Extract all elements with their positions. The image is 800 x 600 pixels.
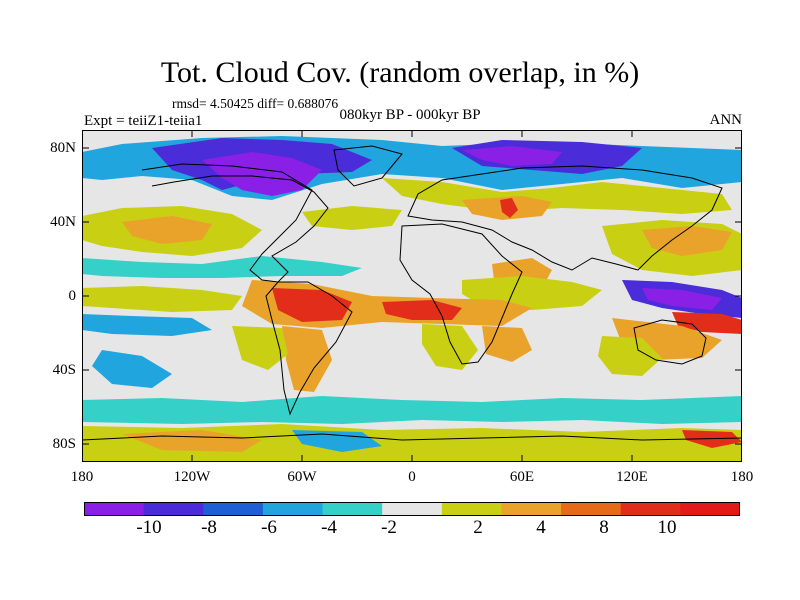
colorbar-swatch (680, 502, 740, 516)
colorbar-label: 10 (657, 517, 677, 538)
x-tick-label: 60E (509, 469, 535, 485)
colorbar-label: 8 (599, 517, 609, 538)
colorbar-label: -8 (201, 517, 217, 538)
anomaly-spacific-red (672, 312, 742, 334)
colorbar-label: 4 (536, 517, 546, 538)
colorbar-swatch (203, 502, 264, 516)
y-tick-label: 80S (52, 436, 76, 452)
anomaly-tropical-cyan-band (82, 256, 362, 278)
anomaly-wpacific-orange (642, 226, 732, 256)
anomaly-caspian-red (500, 198, 518, 218)
coastline-australia (633, 319, 707, 365)
anomaly-antarctic-blue (292, 430, 382, 452)
x-tick-label: 120E (616, 469, 648, 485)
colorbar-label: -2 (381, 517, 397, 538)
experiment-label: Expt = teiiZ1-teiia1 (84, 113, 203, 129)
colorbar-label: -6 (261, 517, 277, 538)
anomaly-southern-cyan (92, 350, 172, 388)
anomaly-maritime-purple (642, 288, 722, 310)
x-tick-label: 120W (173, 469, 211, 485)
x-tick-label: 180 (70, 469, 94, 485)
coastlines (82, 145, 742, 441)
coastline-europe-asia (407, 165, 723, 271)
coastline-greenland (333, 145, 403, 187)
colorbar-swatch (441, 502, 502, 516)
colorbar-label: -4 (321, 517, 337, 538)
y-tick-label: 0 (68, 288, 77, 304)
y-tick-label: 40S (52, 362, 76, 378)
colorbar-swatch (84, 502, 145, 516)
anomaly-safrica-yellow (422, 324, 478, 370)
colorbar-swatch (382, 502, 443, 516)
anomaly-southamerica-yellow (232, 326, 288, 370)
colorbar (84, 502, 740, 516)
coastline-antarctica (82, 433, 742, 441)
colorbar-label: -10 (136, 517, 162, 538)
map-title: Tot. Cloud Cov. (random overlap, in %) (160, 56, 640, 89)
x-tick-label: 180 (730, 469, 754, 485)
y-tick-label: 40N (50, 214, 76, 230)
colorbar-swatch (322, 502, 383, 516)
y-tick-label: 80N (50, 140, 76, 156)
coastline-north-america (141, 163, 329, 283)
anomaly-epacific-yellow (82, 286, 242, 312)
cloud-cover-difference-map (82, 130, 742, 462)
anomaly-antarctic-yellow (82, 424, 742, 462)
anomaly-epacific-cyan (82, 314, 212, 336)
anomaly-canada-purple (202, 152, 322, 196)
period-label: 080kyr BP - 000kyr BP (339, 107, 481, 123)
colorbar-swatch (620, 502, 681, 516)
anomaly-siberia-purple (462, 146, 562, 166)
coastline-africa (399, 223, 523, 365)
colorbar-frame (84, 502, 740, 516)
anomaly-antarctic-orange (122, 430, 262, 452)
anomaly-southamerica-orange (282, 326, 332, 392)
colorbar-swatch (501, 502, 562, 516)
coastline-south-america (265, 281, 353, 416)
anomaly-natlantic-yellow (302, 206, 402, 230)
colorbar-swatch (262, 502, 324, 516)
x-tick-label: 0 (408, 469, 416, 485)
anomaly-australia-yellow (598, 336, 662, 376)
x-tick-label: 60W (287, 469, 317, 485)
anomaly-southern-ocean-cyan (82, 396, 742, 424)
colorbar-swatch (561, 502, 622, 516)
stats-text: rmsd= 4.50425 diff= 0.688076 (172, 96, 339, 111)
colorbar-swatch (143, 502, 204, 516)
season-label: ANN (709, 112, 743, 128)
colorbar-label: 2 (473, 517, 483, 538)
anomaly-npacific-orange (122, 216, 212, 244)
axis-ticks (82, 130, 742, 462)
